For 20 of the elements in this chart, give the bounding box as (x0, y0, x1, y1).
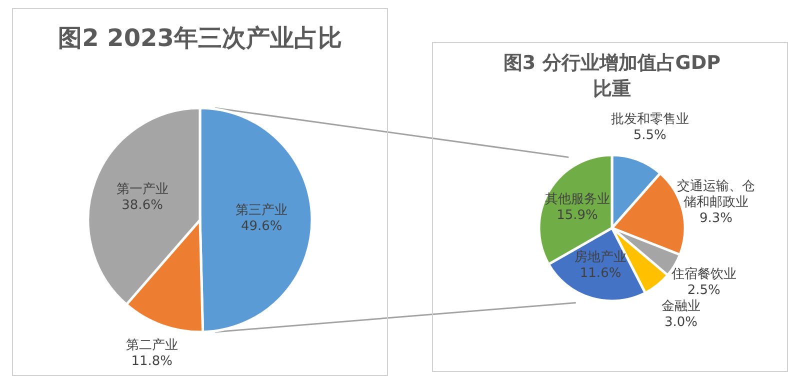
slice-label: 房地产业 (574, 250, 627, 266)
slice-label: 住宿餐饮业 (671, 266, 736, 283)
data-label: 9.3% (698, 210, 734, 227)
slice-label: 第一产业 (116, 182, 168, 198)
data-label: 49.6% (240, 219, 284, 236)
slice-label: 金融业 (661, 298, 700, 315)
data-label: 11.6% (578, 266, 622, 282)
chart-title: 图3 分行业增加值占GDP比重 (502, 51, 722, 102)
data-label: 11.8% (130, 354, 174, 370)
slice-label: 交通运输、仓储和邮政业 (676, 178, 756, 211)
data-label: 5.5% (632, 128, 668, 144)
chart-title: 图2 2023年三次产业占比 (57, 23, 343, 54)
slice-label: 第二产业 (126, 338, 178, 354)
slice-label: 第三产业 (236, 203, 288, 220)
slice-label: 批发和零售业 (610, 112, 689, 128)
data-label: 38.6% (120, 198, 164, 214)
data-label: 3.0% (663, 314, 698, 331)
slice-label: 其他服务业 (544, 192, 610, 208)
data-label: 2.5% (686, 282, 722, 299)
data-label: 15.9% (556, 208, 599, 224)
